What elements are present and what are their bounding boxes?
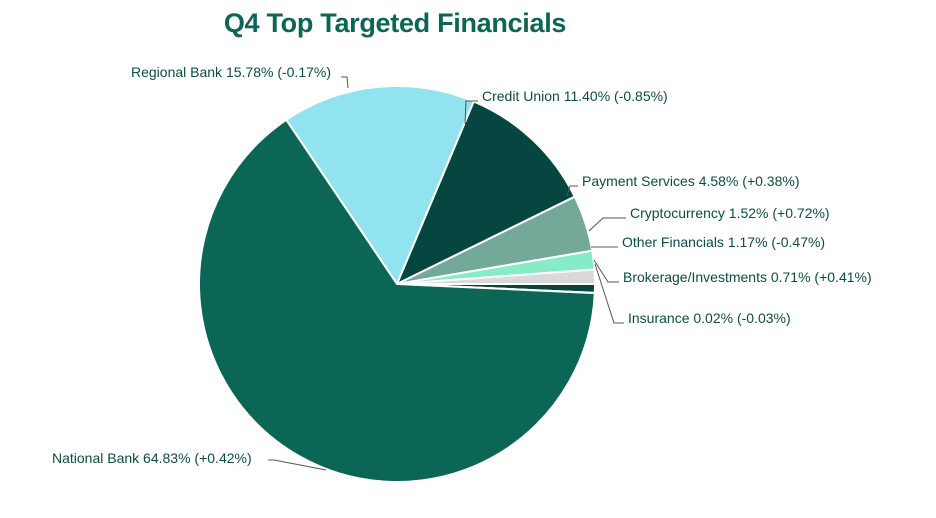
chart-title: Q4 Top Targeted Financials <box>223 8 567 38</box>
data-label-cryptocurrency: Cryptocurrency 1.52% (+0.72%) <box>630 205 830 221</box>
data-label-regional-bank: Regional Bank 15.78% (-0.17%) <box>131 64 331 80</box>
data-label-credit-union: Credit Union 11.40% (-0.85%) <box>482 88 668 104</box>
data-label-insurance: Insurance 0.02% (-0.03%) <box>628 310 791 326</box>
pie-slice-credit-union <box>396 100 576 285</box>
pie-slice-national-bank <box>198 118 596 483</box>
leader-line-cryptocurrency <box>588 217 626 232</box>
data-label-other-financials: Other Financials 1.17% (-0.47%) <box>622 234 825 250</box>
leader-line-insurance <box>594 263 624 324</box>
leader-line-credit-union <box>464 100 478 125</box>
data-label-payment-services: Payment Services 4.58% (+0.38%) <box>582 173 800 189</box>
pie-slice-regional-bank <box>285 85 475 285</box>
leader-line-payment-services <box>566 185 578 197</box>
data-label-national-bank: National Bank 64.83% (+0.42%) <box>52 450 252 466</box>
leader-line-regional-bank <box>341 76 349 89</box>
data-label-brokerage-investments: Brokerage/Investments 0.71% (+0.41%) <box>623 269 872 285</box>
leader-line-brokerage-investments <box>593 259 619 283</box>
leader-line-national-bank <box>268 459 327 471</box>
